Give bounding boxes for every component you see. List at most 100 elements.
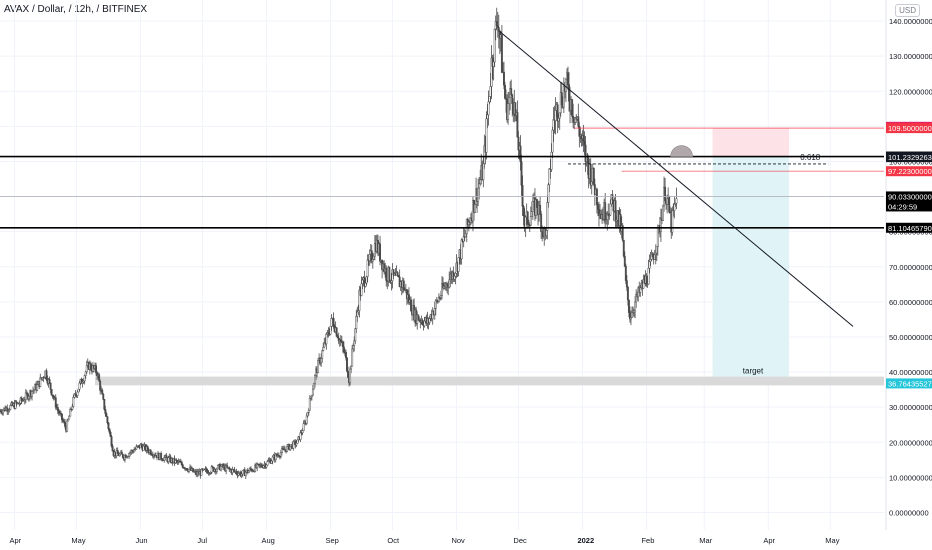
time-axis-tick-label: Feb xyxy=(641,536,654,545)
candle-body xyxy=(317,360,320,374)
candle-body xyxy=(295,443,298,446)
candle-body xyxy=(262,465,265,469)
candle-body xyxy=(61,413,63,421)
time-axis-tick-label: Jul xyxy=(197,536,207,545)
candle-body xyxy=(274,453,277,461)
candle-body xyxy=(185,468,188,471)
stop-loss-zone xyxy=(712,128,789,157)
candle-body xyxy=(448,279,451,288)
time-axis-tick-label: Aug xyxy=(261,536,274,545)
candle-body xyxy=(556,104,559,122)
price-axis-label xyxy=(886,378,932,389)
candle-body xyxy=(651,253,654,257)
price-axis-tick-label: 30.00000000 xyxy=(889,403,932,412)
candle-body xyxy=(95,365,97,374)
candle-body xyxy=(516,112,519,138)
candle-body xyxy=(279,452,282,457)
time-axis-tick-label: Jun xyxy=(135,536,147,545)
candle-body xyxy=(128,453,131,457)
candle-body xyxy=(118,453,121,457)
candle-body xyxy=(548,168,551,185)
candle-body xyxy=(305,415,308,424)
candle-body xyxy=(511,94,514,104)
candle-body xyxy=(235,471,238,474)
candle-body xyxy=(67,418,70,422)
candle-body xyxy=(590,181,593,186)
candle-body xyxy=(105,413,108,417)
candle-body xyxy=(181,464,184,468)
candle-body xyxy=(205,468,208,472)
candle-body xyxy=(332,317,335,327)
candle-body xyxy=(372,255,375,260)
candle-body xyxy=(210,466,213,473)
breakout-marker xyxy=(670,145,693,157)
candle-body xyxy=(589,164,592,186)
candle-body xyxy=(50,389,53,396)
candle-body xyxy=(596,204,599,210)
time-axis-tick-label: May xyxy=(825,536,839,545)
candle-body xyxy=(539,204,542,215)
candle-body xyxy=(350,365,353,370)
candle-body xyxy=(360,283,363,296)
candle-body xyxy=(39,377,42,387)
candle-body xyxy=(664,186,667,202)
quote-currency: Dollar xyxy=(29,4,63,15)
candle-body xyxy=(668,196,671,213)
candle-body xyxy=(675,198,678,204)
candle-body xyxy=(49,382,52,390)
currency-button[interactable]: USD xyxy=(895,4,920,17)
candle-body xyxy=(341,341,344,348)
candle-body xyxy=(101,389,104,395)
candle-body xyxy=(102,394,105,400)
candle-body xyxy=(330,317,333,327)
candle-body xyxy=(110,436,113,447)
candle-body xyxy=(27,396,30,400)
candle-body xyxy=(485,118,488,153)
candle-body xyxy=(296,439,299,444)
candle-body xyxy=(33,389,36,391)
candle-body xyxy=(133,449,136,453)
candle-body xyxy=(423,320,426,327)
candle-body xyxy=(503,71,505,86)
time-axis-tick-label: May xyxy=(71,536,85,545)
candle-body xyxy=(428,318,431,323)
candle-body xyxy=(634,301,637,312)
candle-body xyxy=(568,84,570,102)
candle-body xyxy=(500,34,503,73)
price-axis-label xyxy=(886,191,932,212)
candle-body xyxy=(85,365,88,373)
candle-body xyxy=(160,453,163,460)
time-axis-tick-label: 2022 xyxy=(577,536,594,545)
candle-body xyxy=(564,78,567,93)
candle-body xyxy=(560,92,563,106)
countdown-timer: 04:29:59 xyxy=(888,202,917,211)
candle-body xyxy=(371,259,374,262)
price-axis-label-text: 101.23292634 xyxy=(888,153,932,162)
candle-body xyxy=(149,450,152,455)
candle-body xyxy=(421,320,424,325)
time-axis-tick-label: Apr xyxy=(9,536,21,545)
candle-body xyxy=(167,457,170,462)
candle-body xyxy=(402,280,405,291)
candle-body xyxy=(531,201,534,212)
candle-body xyxy=(116,450,119,454)
price-axis-label-text: 97.22300000 xyxy=(888,167,932,176)
candle-body xyxy=(611,194,614,201)
candle-body xyxy=(352,345,355,350)
candle-body xyxy=(260,464,263,467)
candle-body xyxy=(106,416,109,424)
exchange-label: BITFINEX xyxy=(97,4,148,15)
candle-body xyxy=(446,283,449,287)
candle-body xyxy=(347,370,349,378)
candle-body xyxy=(627,299,630,313)
candle-body xyxy=(671,209,674,233)
candle-body xyxy=(89,363,92,370)
candle-body xyxy=(495,21,498,27)
candle-body xyxy=(488,96,491,103)
candle-body xyxy=(237,473,240,476)
candle-body xyxy=(301,430,304,433)
candle-body xyxy=(308,398,311,411)
downtrend-line[interactable] xyxy=(499,31,854,327)
candle-body xyxy=(474,204,476,213)
